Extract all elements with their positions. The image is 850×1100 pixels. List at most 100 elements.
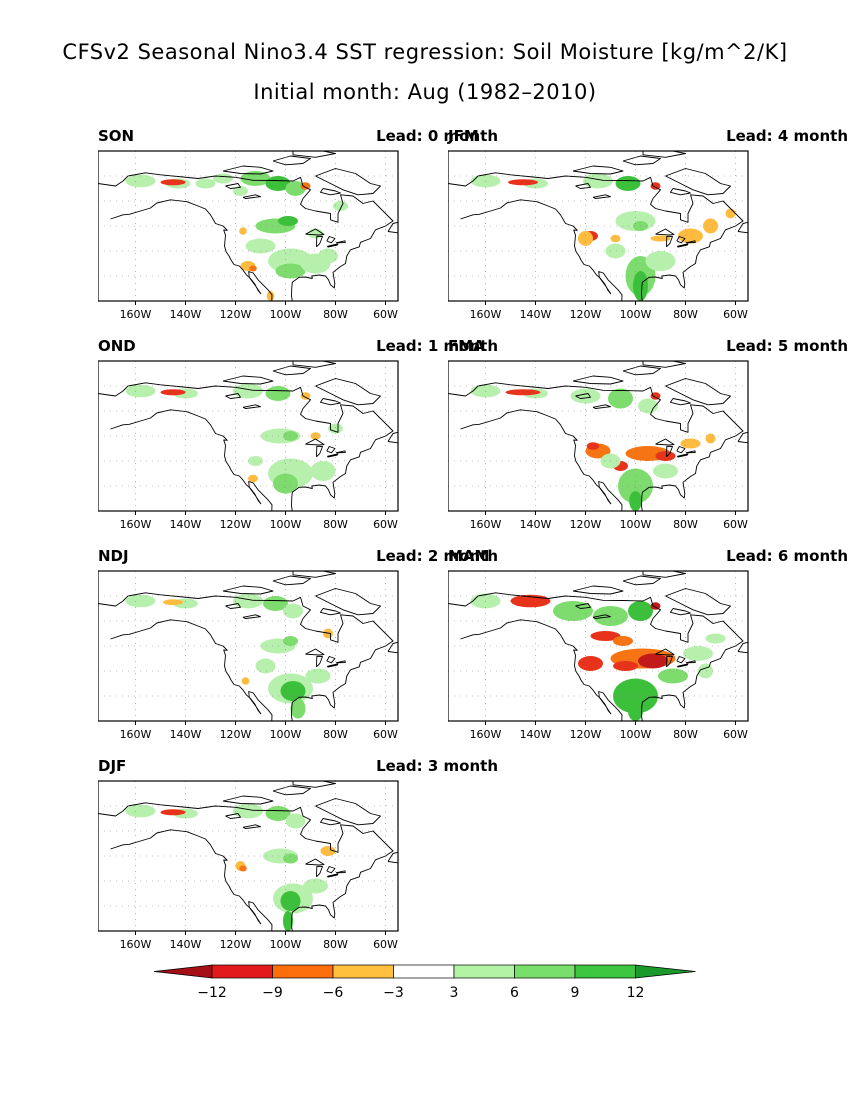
map-plot: 80N70N60N50N40N30N20N160W140W120W100W80W… bbox=[98, 570, 399, 741]
anomaly-region bbox=[683, 646, 713, 661]
lon-tick-label: 60W bbox=[373, 308, 398, 321]
anomaly-region bbox=[658, 668, 688, 684]
anomaly-region bbox=[125, 174, 156, 188]
map-plot: 80N70N60N50N40N30N20N160W140W120W100W80W… bbox=[448, 570, 749, 741]
panel-season-label: SON bbox=[98, 127, 135, 145]
anomaly-region bbox=[233, 803, 263, 819]
anomaly-region bbox=[233, 383, 263, 399]
coastline bbox=[642, 361, 686, 368]
lake-outline bbox=[326, 866, 336, 874]
coastline bbox=[670, 398, 691, 406]
anomaly-region bbox=[285, 181, 306, 196]
anomaly-region bbox=[163, 599, 183, 606]
anomaly-region bbox=[300, 392, 311, 400]
map-panel-ond: OND Lead: 1 month 80N70N60N50N40N30N20N1… bbox=[98, 337, 498, 537]
lake-outline bbox=[335, 660, 346, 664]
lake-outline bbox=[316, 865, 323, 878]
anomaly-region bbox=[318, 248, 338, 264]
lon-tick-label: 160W bbox=[120, 938, 152, 951]
lon-tick-label: 80W bbox=[323, 518, 348, 531]
coastline bbox=[242, 614, 261, 619]
map-panel-mam: MAM Lead: 6 month 80N70N60N50N40N30N20N1… bbox=[448, 547, 848, 747]
lon-tick-label: 160W bbox=[120, 728, 152, 741]
map-frame bbox=[448, 360, 749, 512]
coastline bbox=[622, 365, 661, 376]
lon-tick-label: 100W bbox=[270, 308, 302, 321]
lake-outline bbox=[305, 438, 325, 446]
coastline bbox=[320, 188, 341, 196]
lon-tick-label: 140W bbox=[170, 308, 202, 321]
coastline bbox=[592, 194, 611, 199]
anomaly-region bbox=[650, 602, 661, 610]
map-plot: 80N70N60N50N40N30N20N160W140W120W100W80W… bbox=[98, 360, 399, 531]
anomaly-region bbox=[290, 698, 306, 719]
anomaly-region bbox=[628, 701, 643, 721]
anomaly-region bbox=[248, 474, 258, 483]
coastline bbox=[320, 398, 341, 406]
anomaly-region bbox=[240, 171, 271, 186]
lake-outline bbox=[326, 236, 336, 244]
lon-tick-label: 60W bbox=[723, 308, 748, 321]
lake-outline bbox=[316, 655, 323, 668]
panel-lead-label: Lead: 4 month bbox=[726, 127, 848, 145]
lon-tick-label: 160W bbox=[120, 518, 152, 531]
lon-tick-label: 120W bbox=[570, 308, 602, 321]
lake-outline bbox=[305, 648, 325, 656]
figure-subtitle: Initial month: Aug (1982–2010) bbox=[253, 80, 597, 104]
coastline bbox=[292, 151, 336, 158]
anomaly-region bbox=[125, 594, 156, 608]
anomaly-region bbox=[590, 631, 621, 641]
lon-tick-label: 100W bbox=[620, 308, 652, 321]
anomaly-region bbox=[613, 678, 658, 714]
anomaly-region bbox=[248, 456, 263, 466]
anomaly-region bbox=[593, 606, 628, 626]
map-panel-jfm: JFM Lead: 4 month 80N70N60N50N40N30N20N1… bbox=[448, 127, 848, 327]
colorbar-arrow-left bbox=[153, 964, 213, 979]
anomaly-region bbox=[300, 182, 311, 190]
coastline bbox=[222, 585, 274, 595]
colorbar-label: −12 bbox=[197, 985, 227, 1001]
lon-tick-label: 120W bbox=[570, 728, 602, 741]
panel-lead-label: Lead: 6 month bbox=[726, 547, 848, 565]
lon-tick-label: 120W bbox=[220, 728, 252, 741]
anomaly-region bbox=[633, 271, 648, 301]
map-panel-fma: FMA Lead: 5 month 80N70N60N50N40N30N20N1… bbox=[448, 337, 848, 537]
anomaly-region bbox=[273, 473, 298, 494]
coastline bbox=[98, 802, 394, 931]
coastline bbox=[665, 168, 731, 196]
anomaly-region bbox=[583, 173, 613, 189]
coastline bbox=[225, 603, 241, 609]
anomaly-region bbox=[266, 291, 275, 301]
anomaly-region bbox=[278, 216, 298, 226]
anomaly-region bbox=[650, 182, 661, 190]
lon-tick-label: 80W bbox=[323, 728, 348, 741]
anomaly-region bbox=[586, 442, 600, 450]
coastline bbox=[225, 183, 241, 189]
anomaly-region bbox=[310, 461, 336, 481]
colorbar-arrow-right bbox=[635, 964, 696, 979]
map-plot: 80N70N60N50N40N30N20N160W140W120W100W80W… bbox=[448, 150, 749, 321]
coastline bbox=[222, 795, 274, 805]
colorbar-segment bbox=[574, 964, 636, 979]
coastline bbox=[292, 571, 336, 578]
anomaly-region bbox=[655, 451, 676, 461]
coastline bbox=[292, 781, 336, 788]
anomaly-region bbox=[125, 804, 156, 818]
coastline bbox=[387, 431, 398, 444]
anomaly-region bbox=[578, 656, 603, 671]
anomaly-region bbox=[608, 388, 633, 409]
anomaly-region bbox=[553, 601, 593, 621]
coastline bbox=[272, 155, 311, 166]
coastline bbox=[272, 785, 311, 796]
lon-tick-label: 140W bbox=[520, 728, 552, 741]
colorbar-segment bbox=[453, 964, 515, 979]
anomaly-region bbox=[333, 201, 348, 211]
anomaly-region bbox=[628, 601, 653, 621]
coastline bbox=[460, 409, 623, 511]
lake-outline bbox=[326, 656, 336, 664]
colorbar-label: 12 bbox=[627, 985, 645, 1001]
coastline bbox=[315, 798, 381, 826]
anomaly-region bbox=[275, 263, 306, 279]
anomaly-region bbox=[615, 176, 641, 191]
coastline bbox=[737, 641, 748, 654]
